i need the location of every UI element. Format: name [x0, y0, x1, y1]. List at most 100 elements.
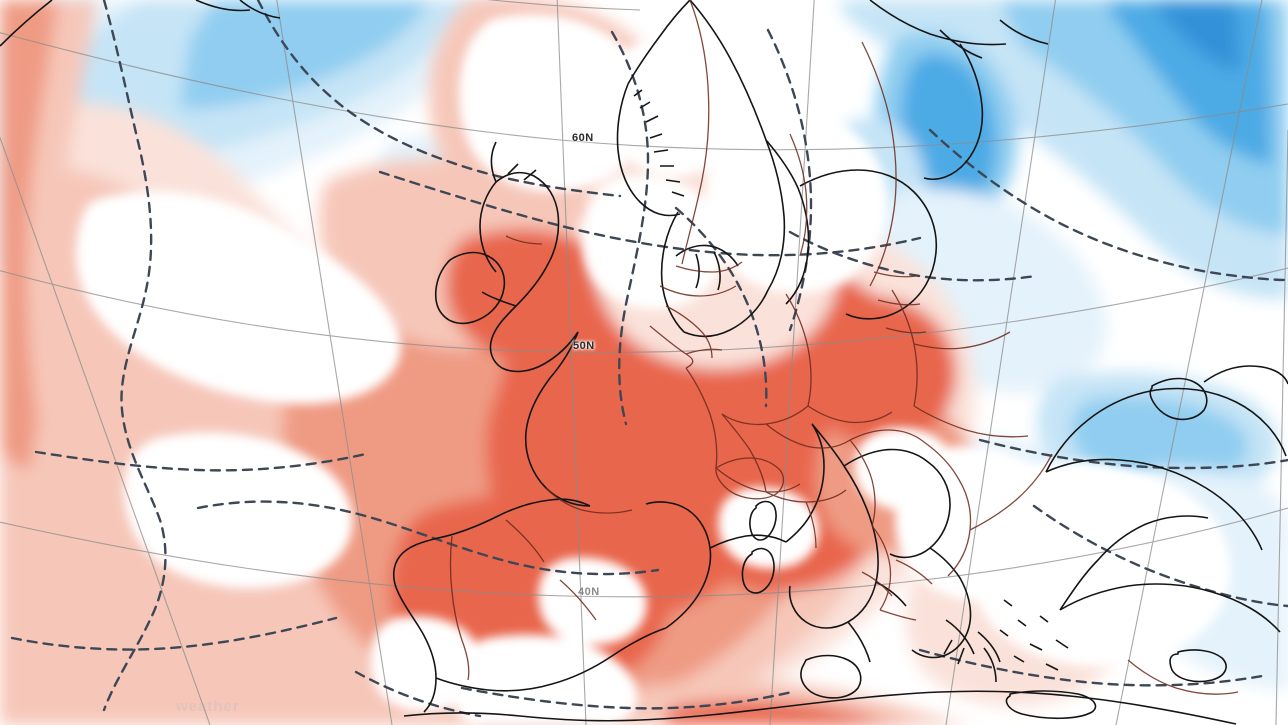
meridian-40e: [1275, 129, 1288, 725]
border-uk-ireland-sea: [505, 235, 543, 245]
zero-contour-poland-north: [788, 230, 1038, 282]
parallel-70n: [487, 0, 641, 11]
border-italy-inner: [805, 501, 817, 549]
cold-patch-black-sea-core: [1071, 396, 1249, 484]
meridian-20w: [0, 136, 211, 725]
hot-core-british-isles: [445, 228, 631, 365]
coastline-ireland: [435, 251, 506, 325]
border-austria-hungary: [849, 439, 876, 527]
meridian-10w: [276, 0, 393, 725]
zero-contour-denmark: [674, 206, 768, 408]
border-hungary-balkans: [871, 525, 892, 611]
coastline-turkey-north: [1059, 515, 1281, 633]
border-iberia-inner: [505, 519, 597, 621]
neutral-patch-northsea-white: [608, 36, 743, 177]
meridian-30e: [1115, 0, 1263, 725]
border-poland-czech: [807, 405, 893, 424]
zero-contour-midatlantic: [34, 450, 368, 472]
neutral-patch-gibraltar: [370, 616, 484, 712]
zero-contour-upperleft-branch: [256, 0, 622, 198]
coastline-blacksea-south: [1045, 458, 1263, 551]
border-finland-russia: [861, 41, 897, 287]
coastline-greece: [943, 619, 1001, 683]
neutral-patch-north-atlantic: [75, 191, 401, 405]
coastline-adriatic: [843, 448, 951, 559]
coastline-balkans: [911, 547, 972, 659]
neutral-patch-adriatic: [854, 427, 955, 511]
zero-contour-finland: [766, 28, 813, 332]
coastline-iceland: [195, 0, 281, 19]
border-france-spain: [545, 487, 633, 514]
neutral-patch-balearic: [538, 557, 647, 645]
cold-patch-nw-russia-core2: [1150, 0, 1240, 70]
border-czech-austria: [765, 423, 851, 449]
border-slovakia: [849, 429, 925, 443]
border-germany-poland: [785, 293, 812, 407]
border-france-italy: [715, 467, 801, 493]
zero-contour-baltic: [610, 30, 650, 426]
neutral-patch-norwegian-sea: [459, 14, 648, 192]
coastline-azov: [1203, 365, 1288, 385]
zero-contour-arctic: [378, 170, 922, 257]
border-romania: [923, 441, 972, 577]
coastline-crimea: [1149, 377, 1208, 421]
zero-contour-medsouth: [918, 648, 1264, 687]
coastline-corsica-sardinia: [741, 500, 777, 594]
coastline-scotland: [490, 141, 537, 183]
coastline-italy: [785, 423, 879, 629]
coastline-cyprus: [1169, 649, 1227, 683]
cold-patch-ne-atlantic-core: [180, 0, 430, 109]
zero-contour-northwest: [102, 0, 167, 712]
border-ukraine: [913, 405, 1053, 531]
parallel-40n: [0, 507, 1288, 598]
coastline-africa: [403, 690, 1237, 725]
coastline-greenland-edge: [0, 0, 53, 47]
zero-contour-iberia-south: [460, 686, 794, 710]
neutral-patch-denmark: [582, 175, 724, 310]
border-benelux: [665, 305, 723, 359]
zero-contour-turkey: [1032, 504, 1288, 608]
neutral-zero-field: [75, 14, 1231, 725]
neutral-patch-midatlantic-white: [123, 432, 353, 589]
coastline-france-med: [709, 534, 787, 549]
border-denmark-germany: [675, 261, 743, 273]
neutral-patch-tyrrhenian: [718, 487, 819, 569]
border-belarus: [913, 331, 1011, 350]
coastline-france-atlantic: [524, 331, 591, 507]
zero-contour-atlanticlow: [10, 616, 338, 651]
zero-contour-russia: [928, 128, 1288, 282]
neutral-patch-southspain: [452, 634, 638, 725]
coastline-crete: [1005, 690, 1097, 720]
border-switzerland: [715, 457, 785, 500]
border-norway-sweden: [681, 0, 710, 265]
coastline-whitesea: [923, 43, 984, 180]
coastline-norway-fjords: [633, 89, 685, 197]
hot-patch-north-africa: [663, 700, 916, 725]
warm-patch-left-edge-deeper: [0, 0, 58, 470]
coastline-iberia: [392, 498, 667, 713]
parallel-60n: [0, 32, 1288, 151]
border-balkans-inner: [861, 559, 933, 621]
border-netherlands: [659, 285, 737, 297]
meridian-20e: [945, 0, 1057, 725]
coastline-sicily: [800, 654, 862, 699]
coastline-finland: [799, 169, 938, 320]
neutral-patch-baltic-white: [706, 105, 889, 293]
coastline-sweden: [660, 211, 769, 338]
border-portugal: [449, 535, 470, 681]
country-borders: [449, 0, 1239, 695]
zero-contour-lines: [10, 0, 1288, 718]
zero-contour-scandinavia: [196, 500, 660, 576]
coastline-britain: [479, 171, 579, 373]
coastline-norway: [616, 0, 786, 291]
border-germany-austria: [721, 413, 767, 493]
border-sweden-finland: [789, 133, 808, 257]
coastline-kola: [869, 0, 1049, 59]
parallel-50n: [0, 267, 1288, 353]
meridian-10e: [769, 0, 815, 725]
border-france-germany: [685, 367, 718, 469]
